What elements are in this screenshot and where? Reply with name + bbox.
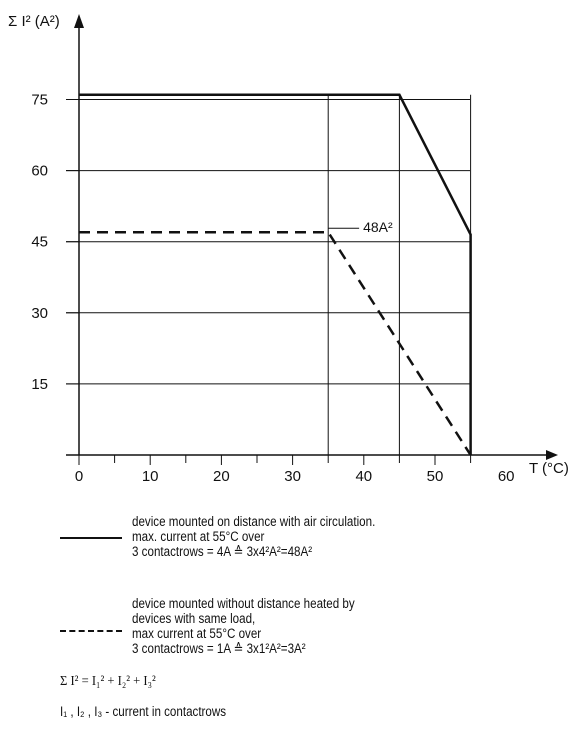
grid (66, 94, 472, 455)
x-tick-label-20: 20 (213, 468, 230, 485)
y-tick-label-15: 15 (31, 376, 48, 393)
legend-dashed-line-2: devices with same load, (132, 611, 256, 626)
series-group (79, 93, 472, 456)
legend-dashed-text: device mounted without distance heated b… (132, 596, 355, 656)
x-tick-label-60: 60 (498, 468, 515, 485)
legend-solid-line-3: 3 contactrows = 4A ≙ 3x4²A²=48A² (132, 544, 313, 559)
x-axis-label: T (°C) (529, 460, 569, 477)
sum-formula: Σ I² = I₁² + I₂² + I₃² (60, 674, 156, 689)
x-tick-label-40: 40 (355, 468, 372, 485)
x-tick-label-10: 10 (142, 468, 159, 485)
x-tick-label-0: 0 (75, 468, 83, 485)
legend-dashed-line-4: 3 contactrows = 1A ≙ 3x1²A²=3A² (132, 641, 306, 656)
y-tick-label-45: 45 (31, 234, 48, 251)
y-tick-label-30: 30 (31, 305, 48, 322)
legend-solid-line-2: max. current at 55°C over (132, 529, 265, 544)
legend-dashed-line-1: device mounted without distance heated b… (132, 596, 355, 611)
legend-dashed-line-sample (60, 630, 122, 632)
chart: 15 30 45 60 75 0 10 20 30 40 50 60 Σ I² (A²) T (°C) M8… (8, 13, 569, 500)
x-tick-label-30: 30 (284, 468, 301, 485)
axes (66, 14, 558, 465)
legend-solid-line-1: device mounted on distance with air circ… (132, 514, 376, 529)
series-dashed-line (79, 230, 472, 456)
x-axis-arrow (546, 450, 558, 460)
series-solid-line (79, 93, 472, 455)
current-note: I₁ , I₂ , I₃ - current in contactrows (60, 704, 227, 719)
legend-solid-text: device mounted on distance with air circ… (132, 514, 375, 559)
x-tick-label-50: 50 (427, 468, 444, 485)
y-axis-label: Σ I² (A²) (8, 13, 60, 30)
legend-dashed-line-3: max current at 55°C over (132, 626, 262, 641)
y-tick-label-60: 60 (31, 163, 48, 180)
figure-code: M8931_a (495, 498, 550, 500)
annotation-label-0: 48A² (363, 219, 393, 235)
y-axis-arrow (74, 14, 84, 28)
labels: 15 30 45 60 75 0 10 20 30 40 50 60 Σ I² (A²) T (°C) M8… (8, 13, 569, 500)
legend-solid-line-sample (60, 537, 122, 539)
y-tick-label-75: 75 (31, 92, 48, 109)
